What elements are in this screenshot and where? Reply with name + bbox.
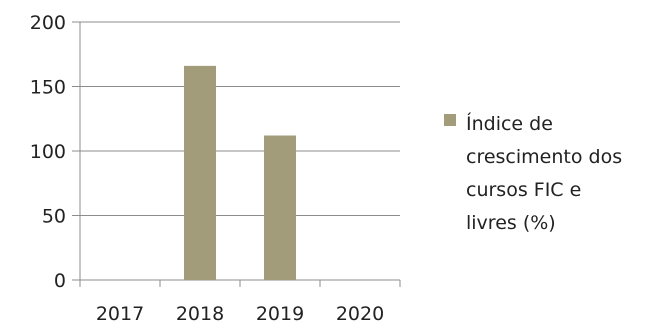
- y-tick-label: 0: [54, 270, 66, 292]
- y-tick-label: 150: [30, 77, 66, 99]
- legend-label-line: Índice de: [466, 112, 553, 135]
- legend-label-line: crescimento dos: [466, 146, 622, 168]
- x-tick-label: 2018: [176, 303, 224, 325]
- legend-label-line: cursos FIC e: [466, 179, 581, 201]
- y-tick-label: 100: [30, 141, 66, 163]
- bar-2019: [264, 135, 296, 280]
- x-tick-label: 2019: [256, 303, 304, 325]
- y-tick-label: 200: [30, 12, 66, 34]
- x-tick-label: 2017: [96, 303, 144, 325]
- legend-swatch: [444, 114, 456, 126]
- x-tick-label: 2020: [336, 303, 384, 325]
- legend-label-line: livres (%): [466, 212, 556, 234]
- y-tick-label: 50: [42, 206, 66, 228]
- bar-2018: [184, 65, 216, 280]
